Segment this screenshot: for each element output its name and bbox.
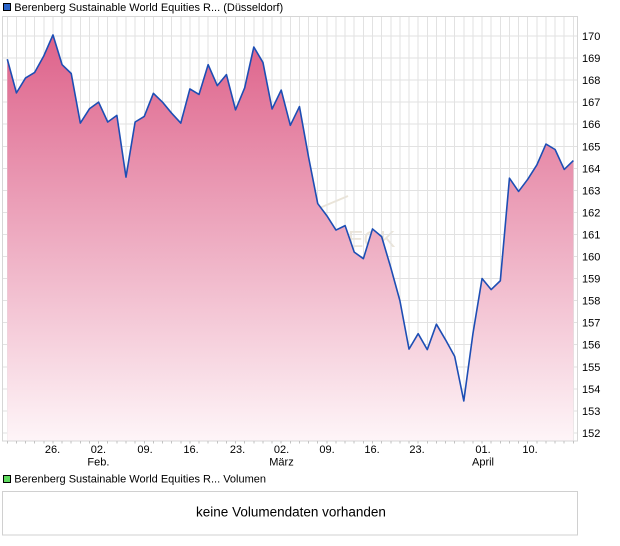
svg-text:02.: 02. [91, 444, 106, 456]
svg-text:169: 169 [582, 53, 600, 65]
svg-text:163: 163 [582, 185, 600, 197]
svg-text:168: 168 [582, 75, 600, 87]
svg-text:16.: 16. [364, 444, 379, 456]
svg-text:09.: 09. [319, 444, 334, 456]
svg-text:158: 158 [582, 296, 600, 308]
svg-text:keine Volumendaten vorhanden: keine Volumendaten vorhanden [196, 505, 386, 520]
svg-text:01.: 01. [475, 444, 490, 456]
svg-text:153: 153 [582, 406, 600, 418]
svg-text:16.: 16. [183, 444, 198, 456]
svg-text:170: 170 [582, 31, 600, 43]
svg-text:Berenberg Sustainable World Eq: Berenberg Sustainable World Equities R..… [14, 2, 283, 14]
svg-text:165: 165 [582, 141, 600, 153]
svg-text:02.: 02. [274, 444, 289, 456]
svg-text:152: 152 [582, 428, 600, 440]
svg-text:23.: 23. [409, 444, 424, 456]
svg-text:164: 164 [582, 163, 600, 175]
svg-text:Berenberg Sustainable World Eq: Berenberg Sustainable World Equities R..… [14, 474, 266, 486]
svg-text:162: 162 [582, 207, 600, 219]
svg-text:26.: 26. [45, 444, 60, 456]
svg-text:167: 167 [582, 97, 600, 109]
svg-text:161: 161 [582, 229, 600, 241]
svg-text:154: 154 [582, 384, 600, 396]
svg-text:Feb.: Feb. [87, 457, 109, 469]
svg-text:157: 157 [582, 318, 600, 330]
svg-text:März: März [269, 457, 293, 469]
svg-text:10.: 10. [522, 444, 537, 456]
svg-text:160: 160 [582, 252, 600, 264]
svg-text:166: 166 [582, 119, 600, 131]
svg-text:23.: 23. [230, 444, 245, 456]
svg-text:156: 156 [582, 340, 600, 352]
svg-text:09.: 09. [137, 444, 152, 456]
svg-text:155: 155 [582, 362, 600, 374]
svg-text:159: 159 [582, 274, 600, 286]
svg-text:April: April [472, 457, 494, 469]
